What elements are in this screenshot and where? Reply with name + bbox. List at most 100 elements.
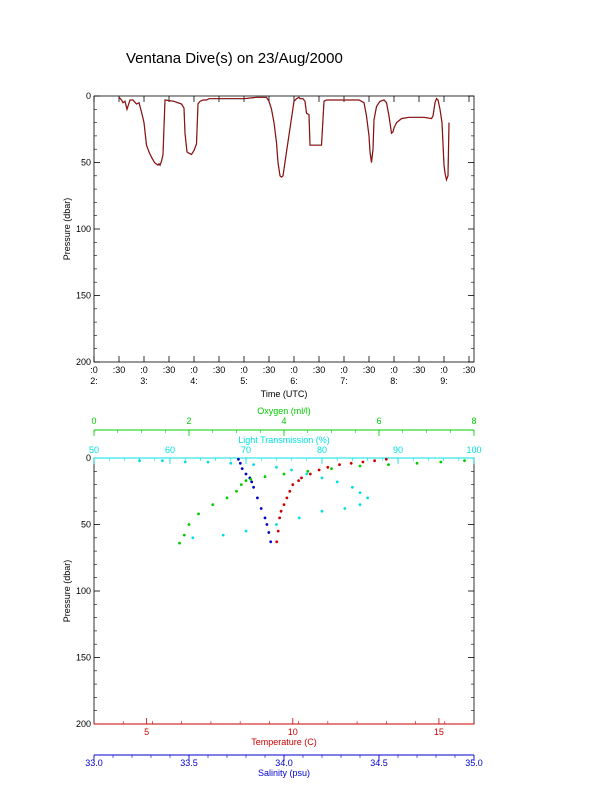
oxygen-point [415, 461, 419, 465]
x-tick-label-minutes: :0 [290, 365, 298, 375]
salinity-point [265, 523, 269, 526]
x-tick-label-minutes: :30 [213, 365, 226, 375]
oxygen-axis-label: Oxygen (ml/l) [257, 406, 311, 416]
salinity-point [244, 472, 248, 476]
oxygen-tick-label: 8 [471, 416, 476, 426]
light-tick-label: 100 [466, 445, 481, 455]
x-tick-label-minutes: :30 [113, 365, 126, 375]
temperature-point [297, 479, 300, 482]
y-axis-label: Pressure (dbar) [62, 560, 72, 623]
salinity-tick-label: 33.0 [85, 758, 103, 768]
time-series-panel: 050100150200:02::30:03::30:04::30:05::30… [62, 91, 475, 399]
temperature-point [279, 509, 283, 513]
temperature-point [326, 465, 330, 469]
light-point [229, 461, 233, 465]
light-point [335, 480, 339, 484]
y-tick-label: 50 [81, 158, 91, 168]
light-point [206, 460, 210, 464]
temperature-point [285, 496, 289, 500]
light-point [366, 496, 369, 500]
oxygen-point [244, 479, 248, 482]
y-tick-label: 0 [86, 91, 91, 101]
x-tick-label-minutes: :30 [313, 365, 326, 375]
y-tick-label: 200 [76, 719, 91, 729]
light-point [221, 533, 225, 537]
x-tick-label-minutes: :30 [363, 365, 376, 375]
oxygen-tick-label: 4 [281, 416, 286, 426]
temperature-point [276, 529, 280, 533]
y-tick-label: 0 [86, 453, 91, 463]
temperature-point [361, 460, 365, 464]
light-tick-label: 70 [241, 445, 251, 455]
oxygen-point [282, 472, 286, 476]
light-tick-label: 80 [317, 445, 327, 455]
light-point [297, 516, 301, 520]
x-tick-label-hour: 6: [290, 376, 298, 386]
x-tick-label-hour: 4: [190, 376, 198, 386]
x-tick-label-minutes: :0 [340, 365, 348, 375]
light-point [138, 459, 142, 463]
oxygen-point [387, 463, 390, 466]
salinity-point [250, 480, 254, 484]
x-tick-label-minutes: :0 [90, 365, 98, 375]
light-point [358, 491, 362, 494]
salinity-point [237, 457, 240, 461]
salinity-point [263, 516, 267, 520]
oxygen-point [358, 464, 362, 468]
y-tick-label: 150 [76, 653, 91, 663]
oxygen-point [211, 503, 215, 506]
oxygen-point [225, 496, 229, 500]
oxygen-tick-label: 0 [91, 416, 96, 426]
oxygen-point [249, 477, 253, 481]
light-point [343, 507, 347, 510]
plot-frame [93, 457, 475, 725]
y-tick-label: 200 [76, 357, 91, 367]
x-tick-label-hour: 5: [240, 376, 248, 386]
light-point [320, 476, 324, 480]
y-tick-label: 100 [76, 586, 91, 596]
salinity-tick-label: 33.5 [180, 758, 198, 768]
temperature-axis-label: Temperature (C) [251, 737, 317, 747]
temperature-point [317, 468, 321, 472]
oxygen-point [306, 469, 310, 473]
oxygen-point [182, 533, 186, 537]
light-point [351, 485, 354, 489]
light-point [358, 503, 362, 506]
salinity-point [267, 531, 271, 534]
y-tick-label: 150 [76, 291, 91, 301]
light-point [183, 460, 187, 464]
x-tick-label-hour: 2: [90, 376, 98, 386]
light-tick-label: 60 [165, 445, 175, 455]
light-point [290, 468, 293, 472]
x-tick-label-hour: 9: [440, 376, 448, 386]
salinity-tick-label: 34.5 [370, 758, 388, 768]
light-point [191, 536, 195, 540]
temperature-point [384, 457, 388, 461]
temperature-point [300, 476, 303, 480]
x-tick-label-minutes: :30 [463, 365, 476, 375]
temperature-point [282, 503, 286, 506]
light-point [252, 463, 256, 466]
x-tick-label-hour: 3: [140, 376, 148, 386]
salinity-point [256, 496, 259, 500]
light-point [244, 529, 248, 533]
plot-frame [93, 95, 475, 363]
light-axis-label: Light Transmission (%) [238, 435, 330, 445]
x-tick-label-minutes: :30 [263, 365, 276, 375]
light-point [320, 509, 324, 513]
temperature-point [288, 489, 292, 493]
temperature-point [278, 516, 281, 520]
y-tick-label: 100 [76, 224, 91, 234]
temperature-point [291, 483, 295, 486]
x-tick-label-minutes: :0 [390, 365, 398, 375]
chart-title-text: Ventana Dive(s) on 23/Aug/2000 [126, 50, 343, 67]
light-point [275, 465, 278, 469]
salinity-tick-label: 34.0 [275, 758, 293, 768]
x-tick-label-minutes: :30 [413, 365, 426, 375]
y-tick-label: 50 [81, 520, 91, 530]
salinity-point [240, 467, 244, 470]
oxygen-point [263, 475, 267, 478]
oxygen-point [178, 541, 181, 545]
